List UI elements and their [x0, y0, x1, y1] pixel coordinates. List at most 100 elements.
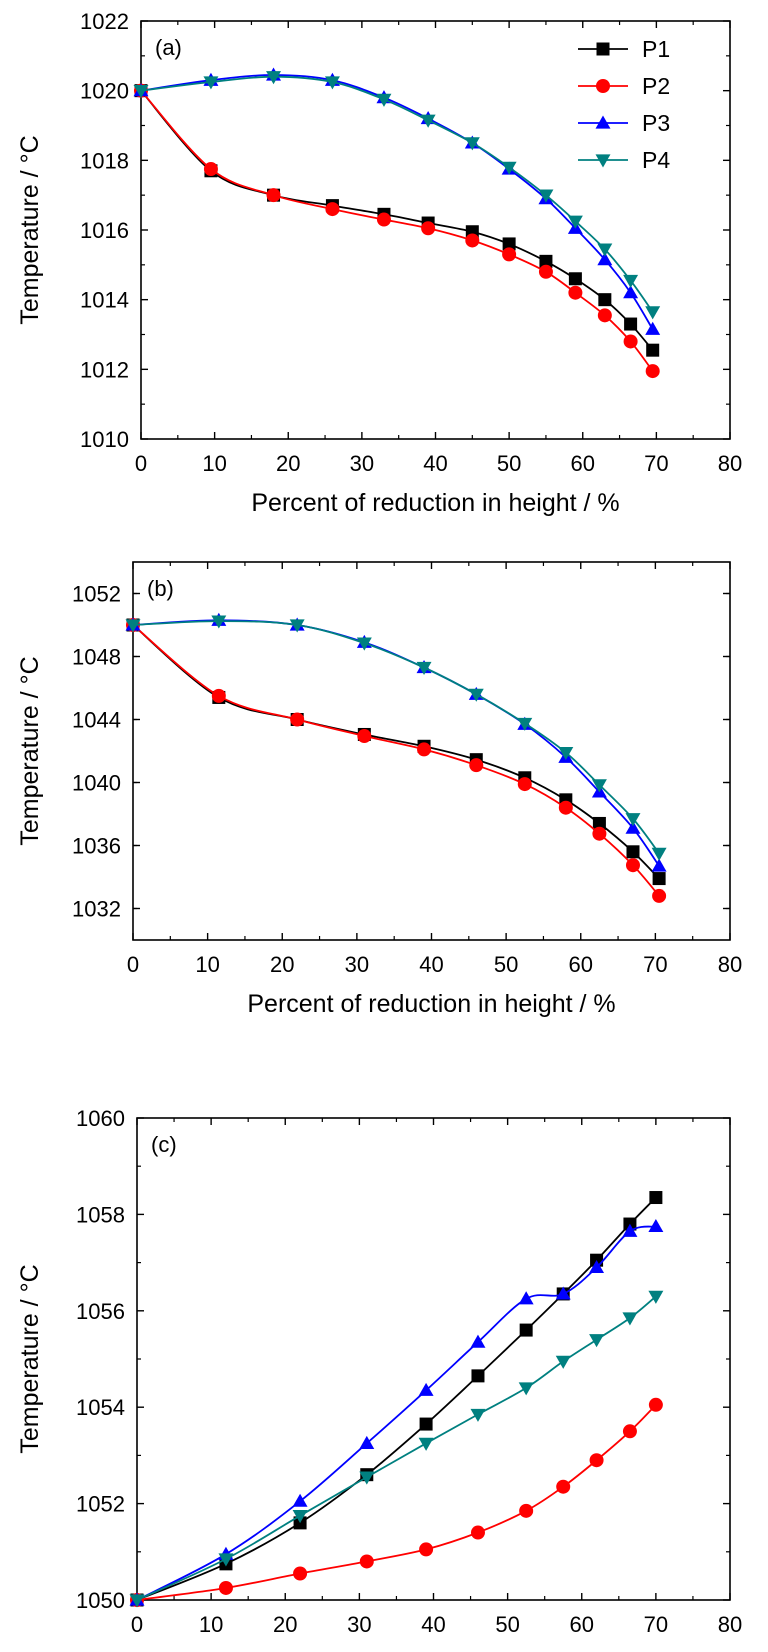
data-point-p2	[592, 826, 607, 841]
y-tick-label: 1018	[80, 148, 129, 173]
data-point-p4	[292, 1510, 308, 1524]
data-point-p4	[376, 93, 392, 107]
x-tick-label: 50	[497, 451, 521, 476]
data-point-p2	[203, 162, 218, 177]
x-tick-label: 50	[494, 952, 518, 977]
x-tick-label: 50	[495, 1612, 519, 1637]
data-point-p2	[325, 202, 340, 217]
data-point-p4	[645, 306, 661, 320]
data-point-p4	[651, 847, 667, 861]
panel-label: (b)	[147, 576, 174, 601]
legend-label-p1: P1	[642, 36, 670, 62]
data-point-p2	[625, 858, 640, 873]
data-point-p4	[555, 1355, 571, 1369]
data-point-p1	[568, 272, 582, 286]
data-point-p4	[538, 189, 554, 203]
data-point-p2	[218, 1580, 233, 1595]
y-tick-label: 1010	[80, 427, 129, 452]
data-point-p4	[418, 1437, 434, 1451]
x-tick-label: 70	[644, 451, 668, 476]
data-point-p2	[645, 364, 660, 379]
x-tick-label: 10	[195, 952, 219, 977]
x-tick-label: 30	[350, 451, 374, 476]
x-tick-label: 40	[423, 451, 447, 476]
data-point-p4	[648, 1290, 664, 1304]
data-point-p4	[567, 215, 583, 229]
series-line-p4	[136, 1295, 657, 1601]
data-point-p2	[558, 800, 573, 815]
y-tick-label: 1052	[76, 1492, 125, 1517]
data-point-p2	[538, 264, 553, 279]
data-point-p4	[266, 71, 281, 85]
data-point-p4	[289, 619, 305, 633]
data-point-p3	[597, 252, 613, 266]
y-tick-label: 1052	[72, 582, 121, 607]
panel-label: (a)	[155, 35, 182, 60]
data-point-p4	[589, 1334, 605, 1348]
x-tick-label: 80	[718, 1612, 742, 1637]
data-point-p1	[598, 293, 612, 307]
legend-marker-p3	[595, 115, 611, 129]
legend-marker-p4	[595, 154, 611, 168]
x-axis-label: Percent of reduction in height / %	[249, 1650, 617, 1652]
y-tick-label: 1022	[80, 9, 129, 34]
y-axis-label: Temperature / °C	[16, 1264, 44, 1453]
y-tick-label: 1040	[72, 771, 121, 796]
x-axis-label: Percent of reduction in height / %	[247, 990, 615, 1018]
x-tick-label: 30	[345, 952, 369, 977]
y-tick-label: 1032	[72, 897, 121, 922]
x-tick-label: 10	[199, 1612, 223, 1637]
data-point-p2	[469, 758, 484, 773]
data-point-p4	[468, 688, 484, 702]
series-line-p4	[132, 620, 660, 854]
data-point-p4	[129, 1594, 145, 1608]
data-point-p3	[645, 321, 661, 335]
y-tick-label: 1044	[72, 708, 121, 733]
data-point-p4	[597, 243, 613, 257]
x-tick-label: 60	[571, 451, 595, 476]
data-point-p2	[519, 1503, 534, 1518]
data-point-p3	[555, 1286, 571, 1300]
y-tick-label: 1016	[80, 218, 129, 243]
data-point-p4	[133, 85, 149, 99]
y-tick-label: 1014	[80, 288, 129, 313]
data-point-p4	[470, 1408, 486, 1422]
data-point-p1	[624, 317, 638, 331]
legend-label-p4: P4	[642, 147, 670, 173]
data-point-p4	[125, 619, 141, 633]
y-axis-label: Temperature / °C	[16, 656, 44, 845]
chart-panel-3: 0 10 20 30 40 50 60 70 80 1050 1052 1054 1056 1058 106…	[16, 1106, 742, 1652]
data-point-p3	[470, 1334, 486, 1348]
data-point-p3	[292, 1493, 308, 1507]
data-point-p1	[471, 1369, 485, 1383]
data-point-p2	[597, 308, 612, 323]
series-line-p1	[132, 624, 660, 880]
data-point-p4	[464, 137, 480, 151]
y-tick-label: 1054	[76, 1395, 125, 1420]
data-point-p2	[359, 1554, 374, 1569]
y-tick-label: 1020	[80, 79, 129, 104]
data-point-p4	[203, 76, 219, 90]
data-point-p2	[556, 1479, 571, 1494]
data-point-p2	[419, 1542, 434, 1557]
x-tick-label: 0	[127, 952, 139, 977]
data-point-p4	[211, 615, 227, 629]
data-point-p1	[519, 1323, 533, 1337]
data-point-p1	[419, 1417, 433, 1431]
data-point-p4	[558, 746, 574, 761]
legend-label-p2: P2	[642, 73, 670, 99]
series-line-p2	[132, 624, 660, 897]
x-tick-label: 80	[718, 952, 742, 977]
data-point-p2	[568, 285, 583, 300]
data-point-p2	[502, 247, 517, 262]
data-point-p2	[293, 1566, 308, 1581]
data-point-p3	[359, 1435, 375, 1449]
data-point-p4	[416, 661, 432, 675]
data-point-p4	[420, 114, 436, 128]
chart-panel-2: 0 10 20 30 40 50 60 70 80 1032 1036 1040 1044 1048 105…	[16, 561, 742, 1018]
data-point-p1	[539, 254, 553, 268]
data-point-p2	[517, 777, 532, 792]
y-tick-label: 1036	[72, 834, 121, 859]
data-point-p2	[417, 742, 432, 757]
